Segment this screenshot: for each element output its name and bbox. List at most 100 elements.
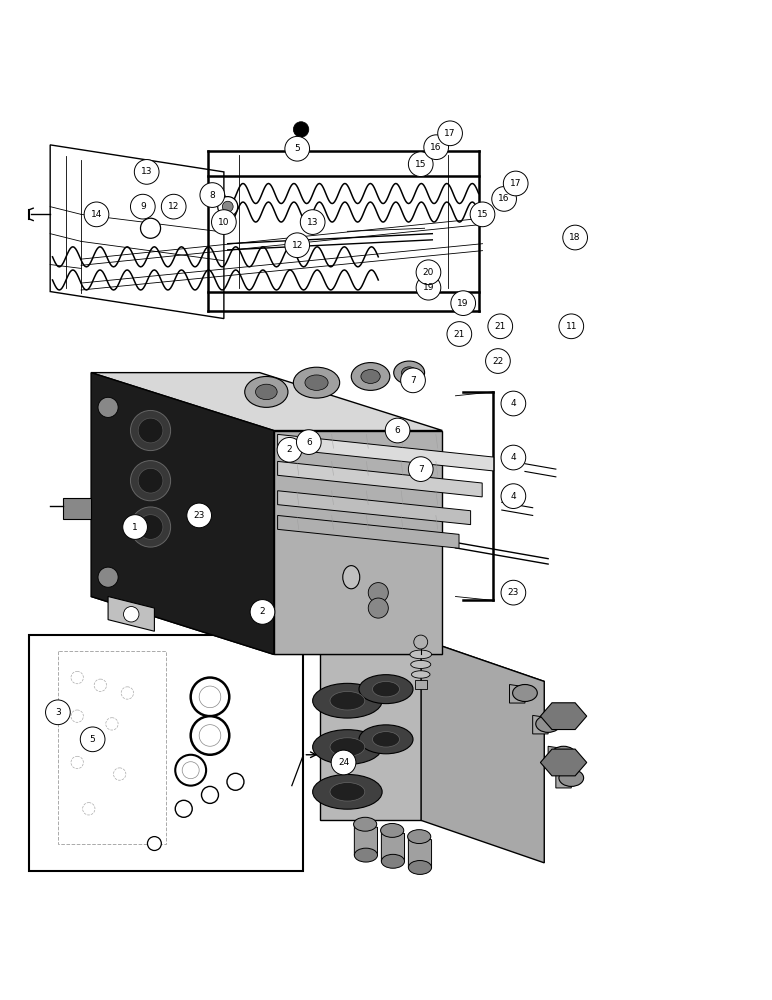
- Ellipse shape: [408, 830, 431, 844]
- Polygon shape: [381, 830, 405, 861]
- Text: 9: 9: [140, 202, 146, 211]
- Circle shape: [141, 218, 161, 238]
- Ellipse shape: [330, 738, 365, 756]
- Polygon shape: [408, 837, 432, 867]
- Circle shape: [218, 197, 238, 217]
- Circle shape: [503, 171, 528, 196]
- Text: 7: 7: [410, 376, 416, 385]
- Text: 7: 7: [418, 465, 424, 474]
- Polygon shape: [91, 373, 442, 431]
- Circle shape: [563, 225, 587, 250]
- Ellipse shape: [513, 685, 537, 701]
- Ellipse shape: [559, 769, 584, 786]
- Circle shape: [438, 121, 462, 146]
- Text: 1: 1: [132, 523, 138, 532]
- Polygon shape: [415, 680, 427, 689]
- Polygon shape: [108, 596, 154, 631]
- Ellipse shape: [351, 363, 390, 390]
- Text: 20: 20: [423, 268, 434, 277]
- Text: 24: 24: [338, 758, 349, 767]
- Ellipse shape: [330, 783, 365, 801]
- Ellipse shape: [536, 715, 560, 732]
- Circle shape: [293, 122, 309, 137]
- Circle shape: [368, 583, 388, 603]
- Ellipse shape: [293, 367, 340, 398]
- Text: 16: 16: [431, 143, 442, 152]
- Ellipse shape: [313, 730, 382, 764]
- Circle shape: [130, 194, 155, 219]
- Circle shape: [200, 183, 225, 207]
- Ellipse shape: [256, 384, 277, 400]
- Circle shape: [212, 210, 236, 234]
- Text: 13: 13: [307, 218, 318, 227]
- Ellipse shape: [551, 746, 576, 763]
- Text: 17: 17: [510, 179, 521, 188]
- Polygon shape: [278, 434, 494, 471]
- Text: 23: 23: [194, 511, 205, 520]
- Polygon shape: [556, 769, 571, 788]
- Text: 22: 22: [493, 357, 503, 366]
- Polygon shape: [278, 461, 482, 497]
- Ellipse shape: [313, 774, 382, 809]
- Circle shape: [199, 725, 221, 746]
- Ellipse shape: [411, 671, 430, 678]
- Text: 4: 4: [510, 492, 516, 501]
- Circle shape: [488, 314, 513, 339]
- Polygon shape: [422, 639, 544, 863]
- Circle shape: [98, 567, 118, 587]
- Text: 5: 5: [90, 735, 96, 744]
- Circle shape: [416, 260, 441, 285]
- Circle shape: [501, 445, 526, 470]
- Text: 17: 17: [445, 129, 455, 138]
- Ellipse shape: [373, 681, 400, 697]
- Polygon shape: [540, 703, 587, 730]
- Circle shape: [559, 314, 584, 339]
- Text: 6: 6: [394, 426, 401, 435]
- Text: 19: 19: [423, 283, 434, 292]
- Circle shape: [331, 750, 356, 775]
- Text: 15: 15: [477, 210, 488, 219]
- Circle shape: [501, 580, 526, 605]
- Circle shape: [134, 160, 159, 184]
- Text: 2: 2: [286, 445, 293, 454]
- Circle shape: [123, 515, 147, 539]
- Text: 10: 10: [218, 218, 229, 227]
- Circle shape: [501, 484, 526, 508]
- Circle shape: [138, 418, 163, 443]
- Circle shape: [250, 600, 275, 624]
- Text: 12: 12: [168, 202, 179, 211]
- Circle shape: [414, 635, 428, 649]
- Text: 18: 18: [570, 233, 581, 242]
- Ellipse shape: [381, 854, 405, 868]
- Text: 4: 4: [510, 399, 516, 408]
- Circle shape: [408, 152, 433, 177]
- Text: 2: 2: [259, 607, 266, 616]
- Polygon shape: [274, 431, 442, 654]
- Circle shape: [222, 201, 233, 212]
- Polygon shape: [91, 596, 442, 654]
- Polygon shape: [510, 685, 525, 703]
- Text: 12: 12: [292, 241, 303, 250]
- Ellipse shape: [359, 725, 413, 754]
- Circle shape: [470, 202, 495, 227]
- Ellipse shape: [359, 675, 413, 704]
- Text: 13: 13: [141, 167, 152, 176]
- Circle shape: [447, 322, 472, 346]
- Text: 23: 23: [508, 588, 519, 597]
- Circle shape: [175, 800, 192, 817]
- Bar: [29, 635, 303, 871]
- Ellipse shape: [401, 367, 417, 378]
- Circle shape: [98, 397, 118, 417]
- Circle shape: [285, 136, 310, 161]
- Circle shape: [492, 187, 516, 211]
- Ellipse shape: [381, 823, 404, 837]
- Circle shape: [147, 837, 161, 850]
- Text: 21: 21: [454, 330, 465, 339]
- Circle shape: [191, 716, 229, 755]
- Text: 6: 6: [306, 438, 312, 447]
- Circle shape: [138, 515, 163, 539]
- Circle shape: [451, 291, 476, 315]
- Circle shape: [277, 437, 302, 462]
- Circle shape: [138, 468, 163, 493]
- Circle shape: [124, 607, 139, 622]
